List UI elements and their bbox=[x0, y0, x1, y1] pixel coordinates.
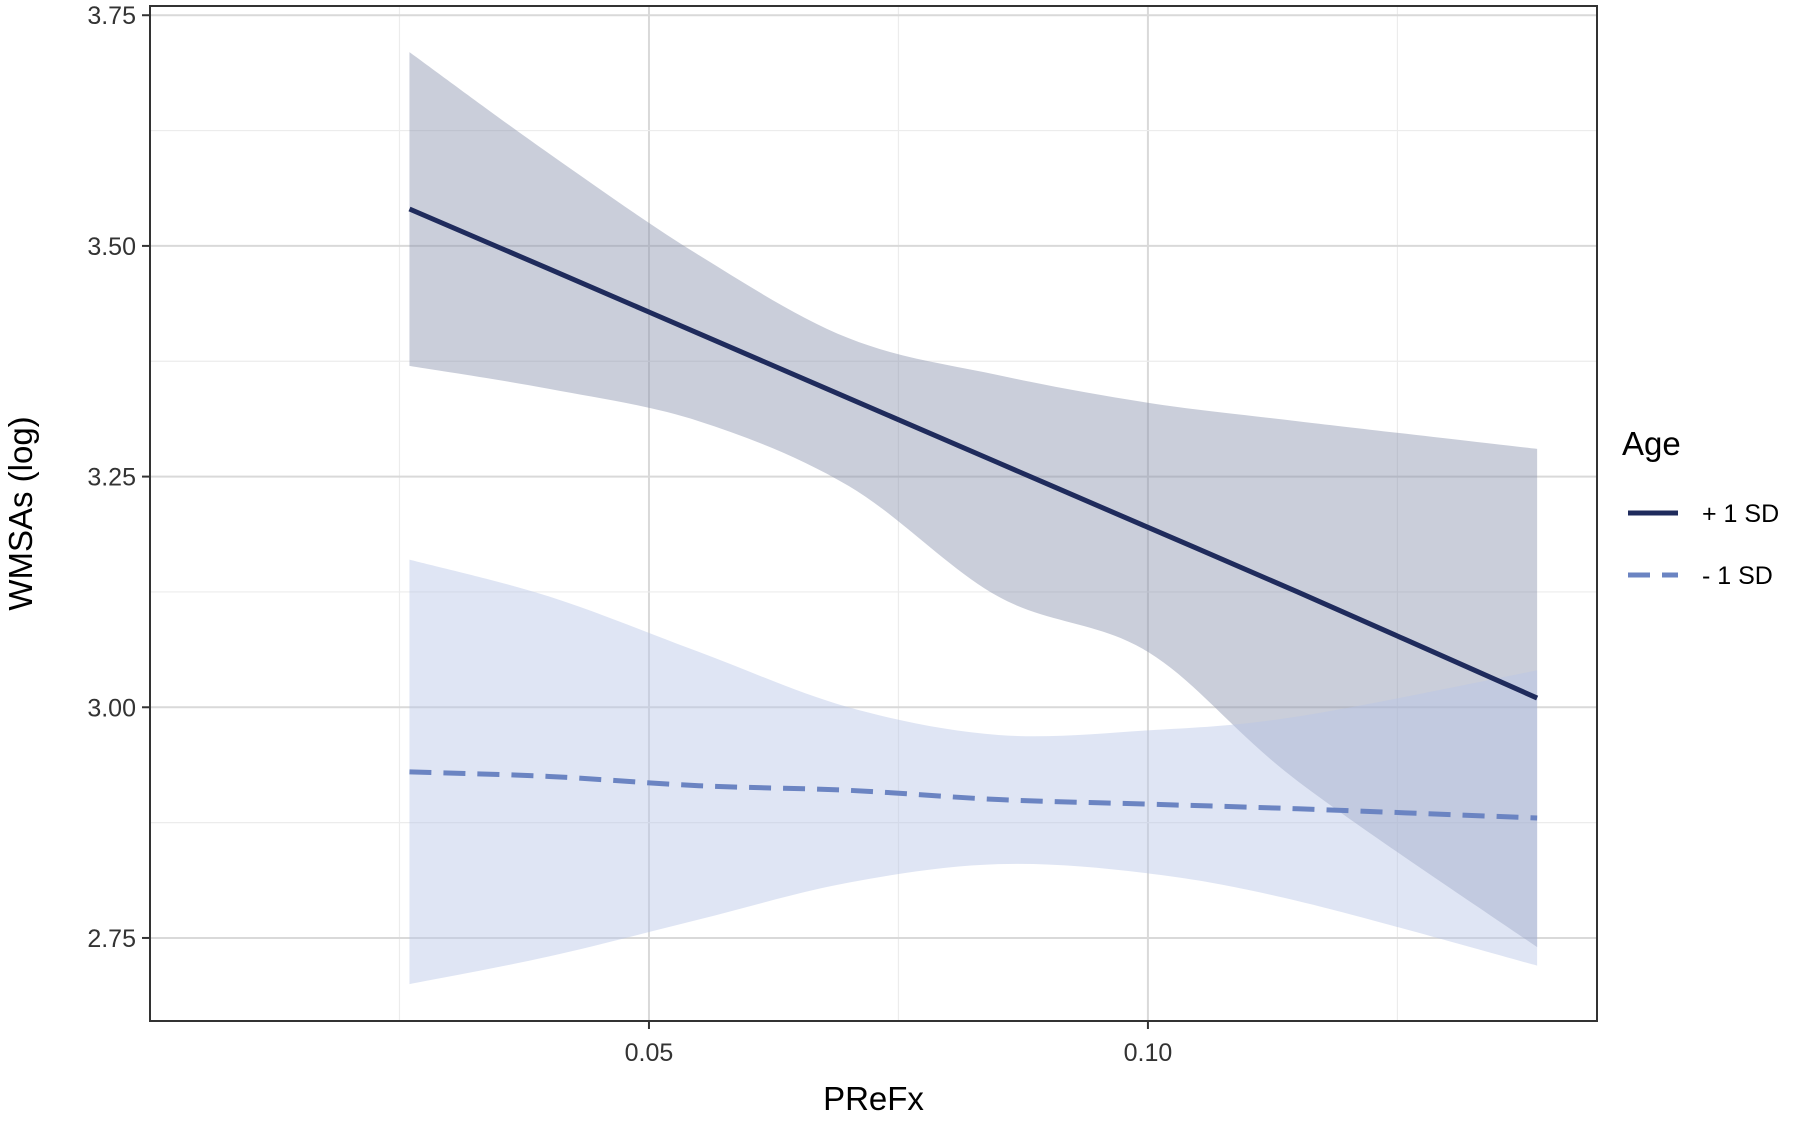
y-tick-label: 3.50 bbox=[87, 233, 136, 261]
y-tick-label: 3.25 bbox=[87, 464, 136, 492]
y-tick-label: 2.75 bbox=[87, 925, 136, 953]
y-axis-title: WMSAs (log) bbox=[2, 416, 39, 610]
x-axis-title: PReFx bbox=[823, 1080, 924, 1117]
y-tick-label: 3.00 bbox=[87, 694, 136, 722]
legend-label-series-1: + 1 SD bbox=[1702, 500, 1779, 528]
legend-label-series-2: - 1 SD bbox=[1702, 562, 1773, 590]
ribbon-series-1 bbox=[409, 52, 1538, 948]
legend: Age + 1 SD - 1 SD bbox=[1622, 425, 1779, 590]
ribbon-series-2 bbox=[409, 559, 1538, 985]
legend-title: Age bbox=[1622, 425, 1681, 462]
plot-panel-border bbox=[149, 5, 1598, 1022]
x-tick-label: 0.10 bbox=[1124, 1039, 1173, 1067]
grid bbox=[150, 6, 1597, 1021]
y-tick-label: 3.75 bbox=[87, 2, 136, 30]
line-series-1 bbox=[408, 206, 1539, 701]
line-series-2 bbox=[409, 769, 1538, 821]
series-lines bbox=[408, 206, 1539, 821]
confidence-ribbons bbox=[409, 52, 1538, 985]
x-tick-label: 0.05 bbox=[625, 1039, 674, 1067]
axis-ticks: 0.05 0.10 2.75 3.00 3.25 3.50 3.75 bbox=[87, 2, 1172, 1067]
